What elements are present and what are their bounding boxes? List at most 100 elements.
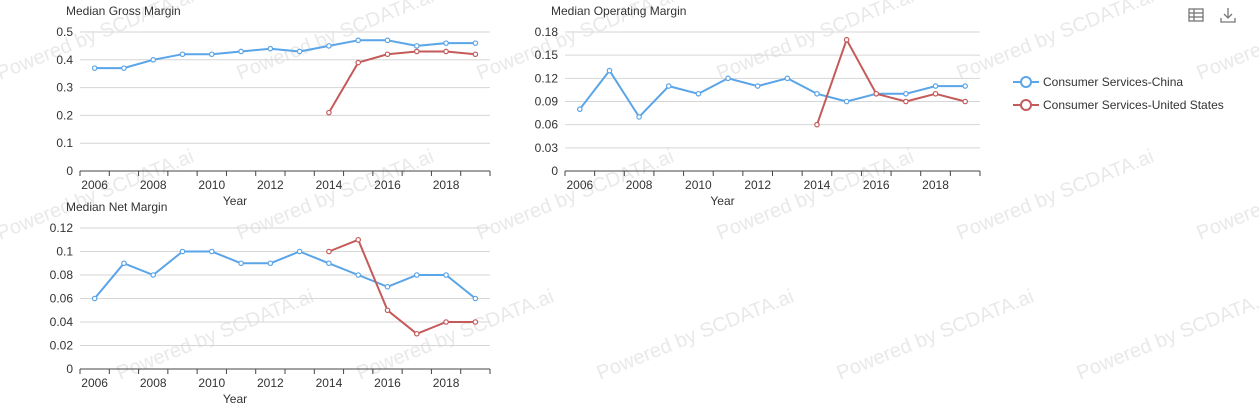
gross-series-0-point-8	[326, 43, 332, 49]
operating-series-0-point-9	[843, 98, 850, 105]
gross-y-tick-label-4: 0.4	[56, 53, 73, 67]
gross-series-0-point-0	[91, 65, 98, 71]
net-series-1-point-2	[384, 307, 391, 314]
gross-x-tick-label-3: 2012	[257, 178, 284, 192]
operating-y-tick-label-3: 0.09	[535, 95, 559, 109]
net-x-tick-label-4: 2014	[316, 376, 343, 390]
operating-y-tick-label-1: 0.03	[535, 141, 559, 155]
legend-label-us: Consumer Services-United States	[1043, 97, 1224, 112]
net-series-0-point-1	[121, 260, 127, 267]
net-series-line-0	[93, 250, 477, 300]
net-series-0-point-5	[238, 260, 244, 267]
net-series-0-point-10	[384, 283, 391, 290]
gross-y-tick-label-1: 0.1	[56, 136, 73, 150]
gross-series-1-point-5	[472, 51, 479, 58]
net-y-tick-label-4: 0.08	[50, 268, 74, 282]
legend-item-china[interactable]: Consumer Services-China	[1013, 70, 1224, 93]
net-series-1-point-4	[443, 319, 449, 325]
gross-series-1-point-4	[443, 48, 449, 55]
gross-series-1-point-2	[384, 51, 391, 58]
gross-series-0-point-13	[472, 40, 479, 46]
gross-x-tick-label-0: 2006	[81, 178, 108, 192]
operating-chart-title: Median Operating Margin	[551, 4, 686, 18]
net-series-1-point-0	[326, 248, 332, 255]
watermark-text-12: Powered by SCDATA.ai	[114, 285, 317, 384]
net-y-tick-label-0: 0	[66, 362, 73, 376]
operating-x-tick-label-4: 2014	[804, 178, 831, 192]
net-series-0-point-13	[472, 295, 479, 302]
legend: Consumer Services-China Consumer Service…	[1013, 70, 1224, 116]
table-icon[interactable]	[1187, 6, 1205, 24]
operating-series-1-point-4	[932, 90, 939, 97]
operating-series-1-point-5	[962, 98, 968, 105]
gross-series-1-point-1	[355, 59, 362, 66]
gross-series-0-point-1	[121, 65, 127, 71]
operating-series-line-0	[579, 69, 966, 118]
gross-series-0-point-6	[267, 45, 274, 52]
gross-chart-title: Median Gross Margin	[66, 4, 181, 18]
net-series-0-point-4	[208, 248, 215, 255]
operating-y-tick-label-2: 0.06	[535, 118, 559, 132]
operating-y-tick-label-6: 0.18	[535, 25, 559, 39]
watermark-text-16: Powered by SCDATA.ai	[1074, 285, 1259, 384]
net-x-tick-label-6: 2018	[433, 376, 460, 390]
operating-series-1-point-3	[903, 98, 909, 105]
watermark-text-11: Powered by SCDATA.ai	[1194, 145, 1259, 244]
gross-x-tick-label-2: 2010	[198, 178, 225, 192]
gross-y-tick-label-5: 0.5	[56, 25, 73, 39]
watermark-text-15: Powered by SCDATA.ai	[834, 285, 1037, 384]
download-icon[interactable]	[1219, 6, 1237, 24]
legend-item-us[interactable]: Consumer Services-United States	[1013, 93, 1224, 116]
net-series-1-point-3	[413, 330, 420, 337]
operating-series-0-point-0	[577, 106, 583, 113]
watermark-text-3: Powered by SCDATA.ai	[714, 0, 917, 85]
gross-series-0-point-5	[238, 48, 244, 55]
net-y-tick-label-5: 0.1	[56, 245, 73, 259]
net-series-0-point-6	[267, 260, 274, 267]
net-series-line-1	[328, 238, 476, 335]
gross-series-0-point-7	[296, 48, 303, 55]
net-series-1-point-1	[355, 236, 362, 243]
gross-series-1-point-3	[413, 48, 420, 55]
operating-x-tick-label-3: 2012	[744, 178, 771, 192]
gross-series-0-point-2	[150, 56, 157, 63]
watermark-text-14: Powered by SCDATA.ai	[594, 285, 797, 384]
net-y-tick-label-1: 0.02	[50, 339, 74, 353]
operating-series-0-point-6	[754, 83, 761, 89]
net-series-1-point-5	[472, 319, 479, 325]
operating-series-0-point-13	[962, 83, 968, 89]
watermark-text-7: Powered by SCDATA.ai	[234, 145, 437, 244]
net-y-tick-label-6: 0.12	[50, 221, 74, 235]
net-series-0-point-2	[150, 272, 157, 278]
operating-series-1-point-2	[873, 90, 880, 97]
net-series-0-point-11	[413, 272, 420, 278]
watermark-text-8: Powered by SCDATA.ai	[474, 145, 677, 244]
operating-series-0-point-8	[814, 90, 820, 97]
watermark-text-10: Powered by SCDATA.ai	[954, 145, 1157, 244]
operating-series-0-point-7	[784, 75, 791, 82]
legend-swatch-us	[1013, 98, 1039, 111]
operating-series-0-point-12	[932, 83, 939, 89]
operating-series-1-point-1	[843, 36, 850, 43]
net-x-tick-label-3: 2012	[257, 376, 284, 390]
gross-series-line-0	[94, 39, 476, 70]
net-series-0-point-0	[91, 295, 98, 302]
gross-y-tick-label-3: 0.3	[56, 81, 73, 95]
operating-x-tick-label-0: 2006	[566, 178, 593, 192]
gross-series-0-point-9	[355, 37, 362, 44]
gross-x-tick-label-4: 2014	[316, 178, 343, 192]
operating-x-tick-label-1: 2008	[626, 178, 653, 192]
operating-series-line-1	[816, 38, 966, 126]
net-series-0-point-9	[355, 272, 362, 278]
operating-series-1-point-0	[814, 121, 820, 128]
watermark-text-9: Powered by SCDATA.ai	[714, 145, 917, 244]
net-series-0-point-12	[443, 272, 449, 278]
gross-y-tick-label-2: 0.2	[56, 108, 73, 122]
net-y-tick-label-2: 0.04	[50, 315, 74, 329]
operating-series-0-point-2	[636, 114, 642, 120]
net-x-tick-label-0: 2006	[81, 376, 108, 390]
operating-x-tick-label-5: 2016	[863, 178, 890, 192]
gross-x-tick-label-1: 2008	[140, 178, 167, 192]
gross-series-0-point-10	[384, 37, 391, 44]
